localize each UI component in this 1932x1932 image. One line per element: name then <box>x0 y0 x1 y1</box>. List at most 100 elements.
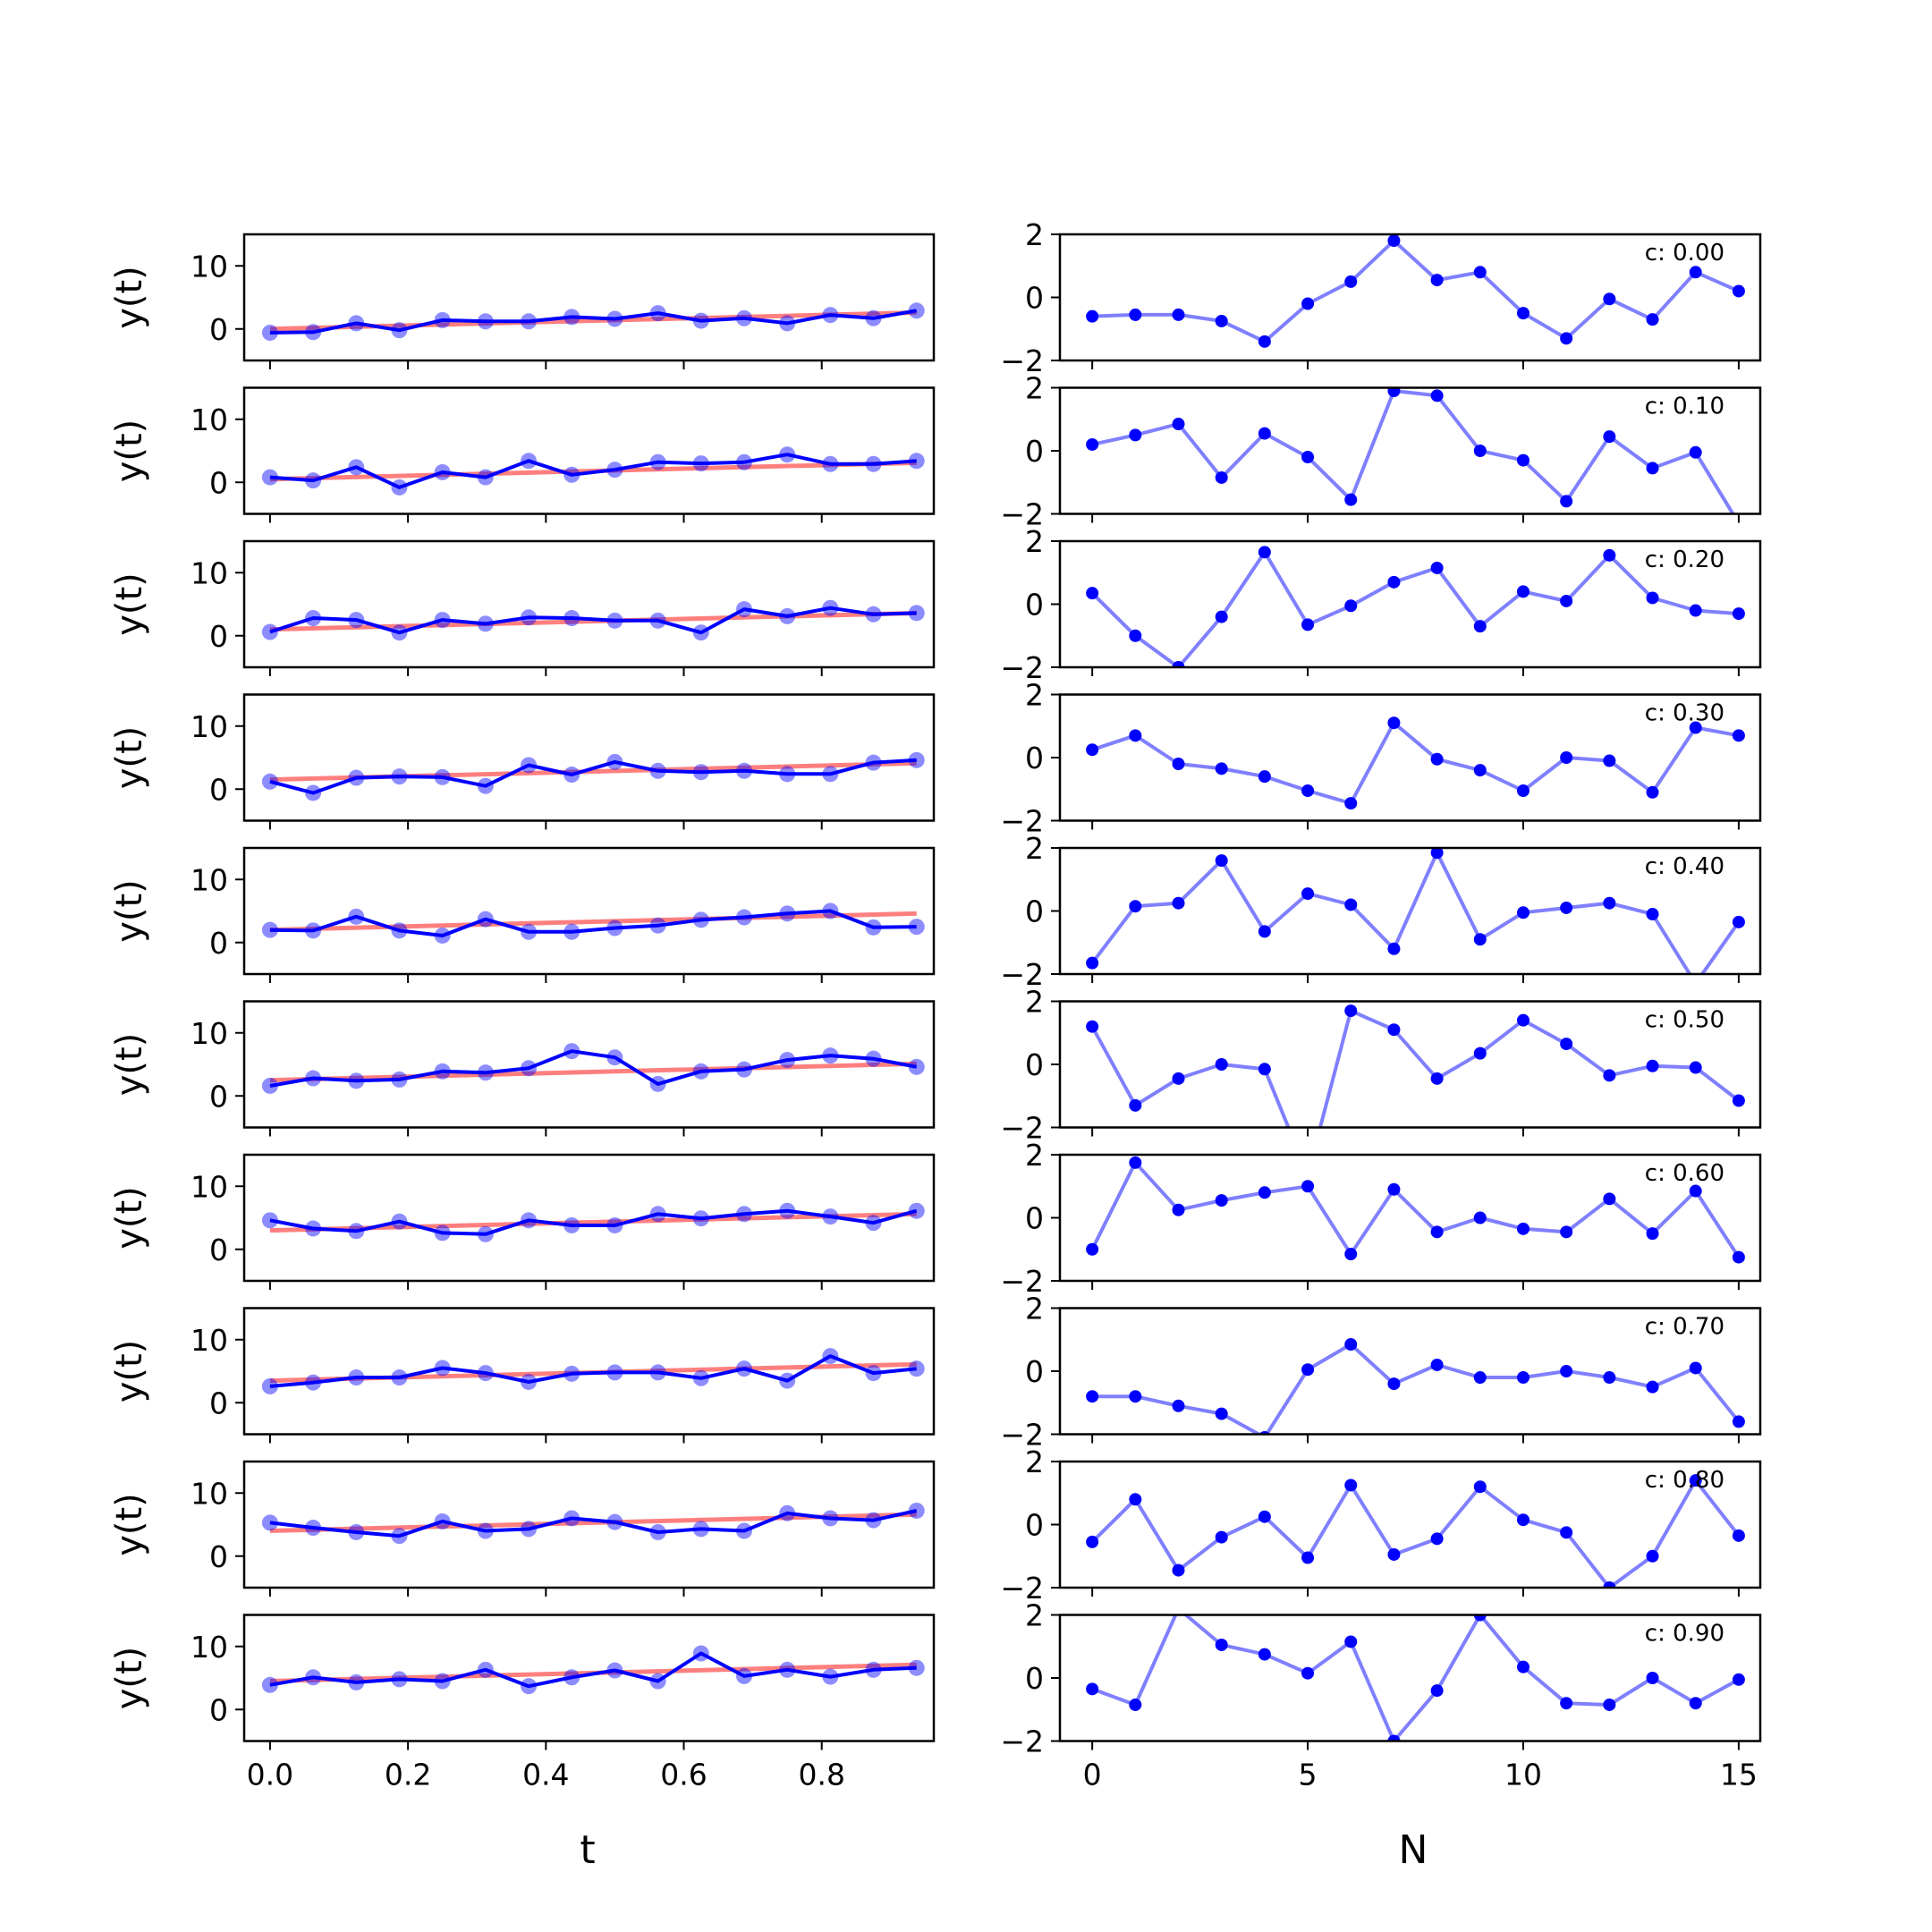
data-point <box>1387 387 1401 398</box>
data-point <box>1387 1023 1401 1037</box>
data-point <box>1689 266 1702 279</box>
data-line <box>269 1049 918 1088</box>
data-point <box>1473 1211 1487 1224</box>
data-line <box>269 606 917 635</box>
left-plot-area <box>261 446 925 496</box>
right-y-tick-label: 2 <box>1025 1138 1044 1173</box>
data-point <box>1646 908 1659 921</box>
left-panel-9: 0 10 0.0 0.2 0.4 0.6 0.8 y(t) <box>109 1614 936 1792</box>
data-point <box>1086 309 1099 323</box>
left-column: 0 10 y(t) 0 10 y(t) 0 10 y(t) 0 10 y(t) 0 10 y(t) 0 10 y(… <box>109 233 936 1792</box>
left-y-tick-label: 0 <box>209 926 228 961</box>
left-y-tick-label: 10 <box>191 1016 228 1051</box>
data-point <box>1258 1063 1271 1076</box>
left-y-tick-label: 10 <box>191 1476 228 1511</box>
data-point <box>1732 1529 1745 1542</box>
right-x-tick-label: 10 <box>1504 1758 1542 1792</box>
data-point <box>908 919 925 936</box>
left-plot-area <box>261 599 925 641</box>
left-axes-frame <box>242 1307 936 1436</box>
left-x-tick-label: 0.6 <box>660 1758 707 1792</box>
right-panel-5: −2 0 2 c: 0.50 <box>1000 985 1762 1146</box>
right-panel-6: −2 0 2 c: 0.60 <box>1000 1138 1762 1299</box>
left-y-axis-label: y(t) <box>109 1033 150 1097</box>
data-point <box>1086 956 1099 970</box>
data-point <box>1430 1532 1444 1546</box>
right-axes-frame <box>1058 1614 1762 1742</box>
data-point <box>1516 784 1530 798</box>
data-point <box>1258 925 1271 938</box>
data-point <box>1215 1407 1228 1420</box>
data-point <box>908 1058 925 1075</box>
data-point <box>1129 308 1142 321</box>
panel-label: c: 0.80 <box>1645 1467 1724 1494</box>
data-line <box>269 758 917 795</box>
right-x-tick-label: 15 <box>1720 1758 1758 1792</box>
left-y-axis-label: y(t) <box>109 879 150 943</box>
data-point <box>1560 594 1573 607</box>
left-y-tick-label: 0 <box>209 1539 228 1574</box>
left-plot-area <box>261 1202 925 1242</box>
data-point <box>1430 752 1444 766</box>
left-y-axis-label: y(t) <box>109 1186 150 1250</box>
data-point <box>1344 797 1358 810</box>
data-point <box>1430 848 1444 860</box>
left-y-axis-label: y(t) <box>109 419 150 483</box>
data-point <box>1689 1184 1702 1198</box>
data-point <box>1086 1020 1099 1033</box>
left-y-tick-label: 10 <box>191 1323 228 1358</box>
data-point <box>1732 1673 1745 1686</box>
data-point <box>1560 332 1573 345</box>
data-point <box>1430 1072 1444 1085</box>
right-y-tick-label: −2 <box>1000 343 1044 378</box>
right-plot-area <box>1086 1156 1745 1264</box>
right-y-tick-label: 0 <box>1025 1508 1044 1543</box>
data-point <box>1301 451 1315 464</box>
data-point <box>1387 1734 1401 1741</box>
data-point <box>1689 1474 1702 1487</box>
data-point <box>1473 1614 1487 1622</box>
right-y-tick-label: 2 <box>1025 371 1044 406</box>
data-point <box>1603 754 1616 767</box>
right-y-tick-label: 0 <box>1025 281 1044 316</box>
left-axes-frame <box>242 1460 936 1589</box>
data-line <box>1092 1343 1741 1435</box>
data-point <box>1603 1698 1616 1711</box>
data-point <box>1516 1013 1530 1027</box>
data-point <box>1560 1365 1573 1377</box>
data-line <box>269 309 918 335</box>
left-axes-frame <box>242 1153 936 1283</box>
data-point <box>1603 1192 1616 1206</box>
right-y-tick-label: −2 <box>1000 1571 1044 1606</box>
data-point <box>1646 313 1659 326</box>
data-point <box>1516 906 1530 919</box>
panel-label: c: 0.20 <box>1645 547 1724 573</box>
data-point <box>1258 335 1271 348</box>
right-y-tick-label: −2 <box>1000 957 1044 992</box>
right-y-tick-label: −2 <box>1000 1111 1044 1146</box>
right-axes-frame <box>1058 846 1762 976</box>
data-point <box>1473 445 1487 457</box>
trend-line <box>269 1061 917 1083</box>
left-y-tick-label: 0 <box>209 772 228 807</box>
left-x-tick-label: 0.8 <box>798 1758 844 1792</box>
left-y-tick-label: 0 <box>209 465 228 500</box>
data-line <box>1091 721 1740 806</box>
left-y-tick-label: 0 <box>209 1385 228 1420</box>
left-panel-4: 0 10 y(t) <box>109 846 936 983</box>
left-plot-area <box>261 751 925 801</box>
data-point <box>1732 284 1745 298</box>
data-point <box>1430 389 1444 402</box>
right-y-tick-label: 2 <box>1025 217 1044 252</box>
data-point <box>1516 1371 1530 1385</box>
data-point <box>1129 1390 1142 1403</box>
data-point <box>1344 1248 1358 1261</box>
left-axes-frame <box>242 233 936 362</box>
data-point <box>1344 898 1358 911</box>
right-y-tick-label: 0 <box>1025 741 1044 775</box>
data-point <box>1473 933 1487 946</box>
panel-label: c: 0.10 <box>1645 394 1724 420</box>
data-point <box>1301 887 1315 901</box>
data-point <box>1215 1530 1228 1544</box>
